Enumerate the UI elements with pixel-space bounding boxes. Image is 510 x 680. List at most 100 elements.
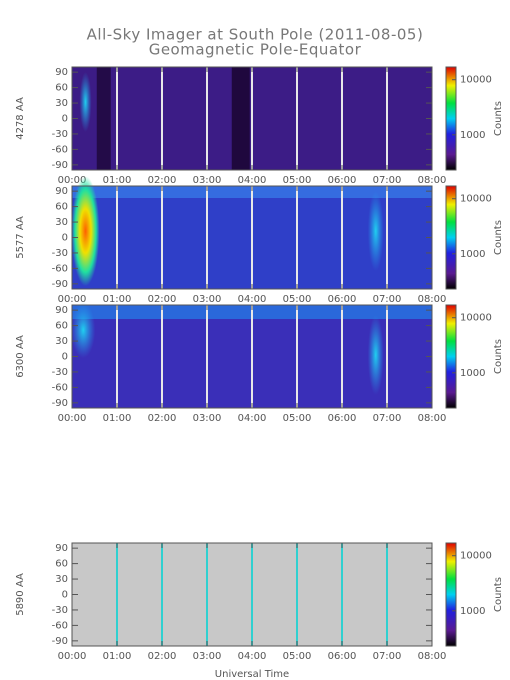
x-tick-label: 00:00 <box>58 294 87 305</box>
colorbar <box>445 185 457 290</box>
colorbar-tick-label: 10000 <box>460 194 492 205</box>
gap-line <box>161 67 163 170</box>
x-tick-label: 08:00 <box>418 294 447 305</box>
x-tick-label: 03:00 <box>193 651 222 662</box>
y-tick-label: 30 <box>55 574 68 585</box>
colorbar-tick-label: 1000 <box>460 606 485 617</box>
y-tick-label: 0 <box>62 352 68 363</box>
colorbar-label: Counts <box>493 220 504 255</box>
aurora <box>71 302 96 358</box>
y-tick-label: -60 <box>52 263 68 274</box>
y-tick-label: -90 <box>52 636 68 647</box>
aurora <box>367 315 384 395</box>
x-tick-label: 04:00 <box>238 413 267 424</box>
y-tick-label: 30 <box>55 217 68 228</box>
y-axis-label: 5890 AA <box>15 573 26 616</box>
y-tick-label: 90 <box>55 67 68 78</box>
x-tick-label: 04:00 <box>238 294 267 305</box>
colorbar-tick-label: 10000 <box>460 313 492 324</box>
y-tick-label: 0 <box>62 233 68 244</box>
x-tick-label: 03:00 <box>193 294 222 305</box>
dark-band <box>231 67 250 170</box>
dark-band <box>96 67 111 170</box>
x-tick-label: 04:00 <box>238 651 267 662</box>
y-tick-label: -60 <box>52 620 68 631</box>
x-tick-label: 02:00 <box>148 651 177 662</box>
x-tick-label: 03:00 <box>193 175 222 186</box>
x-tick-label: 05:00 <box>283 651 312 662</box>
gap-line <box>296 186 298 289</box>
x-tick-label: 01:00 <box>103 413 132 424</box>
y-tick-label: 60 <box>55 559 68 570</box>
x-tick-label: 00:00 <box>58 413 87 424</box>
gap-line <box>206 186 208 289</box>
gap-line <box>386 186 388 289</box>
plot-frame <box>71 66 433 171</box>
colorbar-label: Counts <box>493 577 504 612</box>
plot-frame <box>71 542 433 647</box>
colorbar-tick-label: 1000 <box>460 368 485 379</box>
gap-line <box>161 186 163 289</box>
gap-line <box>251 186 253 289</box>
x-tick-label: 08:00 <box>418 651 447 662</box>
x-tick-label: 06:00 <box>328 294 357 305</box>
x-tick-label: 08:00 <box>418 175 447 186</box>
y-tick-label: -30 <box>52 605 68 616</box>
y-axis-label: 4278 AA <box>15 97 26 140</box>
gap-line <box>251 67 253 170</box>
x-tick-label: 04:00 <box>238 175 267 186</box>
x-tick-label: 06:00 <box>328 651 357 662</box>
x-tick-label: 00:00 <box>58 651 87 662</box>
x-tick-label: 01:00 <box>103 175 132 186</box>
y-tick-label: -90 <box>52 398 68 409</box>
x-tick-label: 05:00 <box>283 413 312 424</box>
gap-line <box>206 305 208 408</box>
y-tick-label: 30 <box>55 336 68 347</box>
gap-line <box>296 305 298 408</box>
gap-line <box>161 305 163 408</box>
y-tick-label: -30 <box>52 367 68 378</box>
x-tick-label: 00:00 <box>58 175 87 186</box>
y-tick-label: 0 <box>62 114 68 125</box>
y-tick-label: 60 <box>55 83 68 94</box>
gap-line <box>116 186 118 289</box>
colorbar-tick-label: 10000 <box>460 75 492 86</box>
y-tick-label: 90 <box>55 186 68 197</box>
plot-frame <box>71 304 433 409</box>
x-tick-label: 02:00 <box>148 413 177 424</box>
x-tick-label: 01:00 <box>103 651 132 662</box>
y-tick-label: -90 <box>52 160 68 171</box>
x-axis-label: Universal Time <box>215 669 289 680</box>
y-axis-label: 5577 AA <box>15 216 26 259</box>
y-tick-label: -60 <box>52 144 68 155</box>
aurora <box>71 176 100 286</box>
x-tick-label: 03:00 <box>193 413 222 424</box>
colorbar <box>445 542 457 647</box>
colorbar <box>445 304 457 409</box>
y-tick-label: 60 <box>55 321 68 332</box>
x-tick-label: 06:00 <box>328 413 357 424</box>
y-tick-label: -90 <box>52 279 68 290</box>
gap-line <box>116 67 118 170</box>
gap-line <box>296 67 298 170</box>
y-axis-label: 6300 AA <box>15 335 26 378</box>
colorbar-label: Counts <box>493 101 504 136</box>
x-tick-label: 07:00 <box>373 175 402 186</box>
y-tick-label: 30 <box>55 98 68 109</box>
gap-line <box>206 67 208 170</box>
x-tick-label: 05:00 <box>283 294 312 305</box>
x-tick-label: 07:00 <box>373 294 402 305</box>
colorbar-label: Counts <box>493 339 504 374</box>
colorbar-tick-label: 10000 <box>460 551 492 562</box>
y-tick-label: -60 <box>52 382 68 393</box>
colorbar <box>445 66 457 171</box>
y-tick-label: 90 <box>55 543 68 554</box>
gap-line <box>251 305 253 408</box>
plot-frame <box>71 185 433 290</box>
aurora <box>367 191 384 271</box>
y-tick-label: -30 <box>52 248 68 259</box>
title: All-Sky Imager at South Pole (2011-08-05… <box>87 26 424 44</box>
y-tick-label: -30 <box>52 129 68 140</box>
aurora <box>79 72 92 132</box>
gap-line <box>161 543 163 646</box>
